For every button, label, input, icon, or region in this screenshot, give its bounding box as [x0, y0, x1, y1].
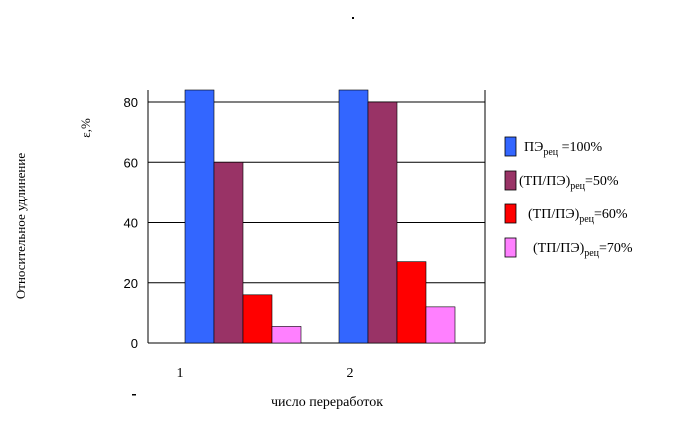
bar-2-series-2 — [367, 101, 398, 344]
y-tick-label: 40 — [124, 216, 138, 231]
bar-2-series-1 — [338, 89, 369, 344]
stray-dot-top — [352, 17, 354, 19]
bars — [184, 89, 456, 344]
y-tick-label: 0 — [131, 336, 138, 351]
y-tick-label: 60 — [124, 155, 138, 170]
bar-1-series-3 — [242, 294, 273, 344]
stray-dash-bottom — [132, 394, 136, 396]
bar-2-series-3 — [396, 261, 427, 344]
legend-swatch-1 — [504, 136, 517, 157]
legend-swatch-3 — [504, 203, 517, 224]
bar-2-series-4 — [425, 306, 456, 344]
x-axis-title: число переработок — [271, 395, 383, 410]
bar-1-series-1 — [184, 89, 215, 344]
legend-label-3: (ТП/ПЭ)рец=60% — [528, 207, 628, 225]
y-axis-unit: ε,% — [78, 118, 93, 138]
bar-1-series-2 — [213, 161, 244, 344]
bar-1-series-4 — [271, 326, 302, 344]
legend-swatch-4 — [504, 237, 517, 258]
x-tick-label: 2 — [347, 366, 354, 381]
legend-label-2: (ТП/ПЭ)рец=50% — [519, 174, 619, 192]
legend-label-1: ПЭрец =100% — [524, 140, 603, 158]
y-tick-labels: 0 20 40 60 80 — [124, 95, 138, 351]
x-tick-label: 1 — [177, 366, 184, 381]
y-tick-label: 80 — [124, 95, 138, 110]
y-axis-title: Относительное удлинение — [13, 153, 28, 299]
legend-swatch-2 — [504, 170, 517, 191]
y-tick-label: 20 — [124, 276, 138, 291]
legend-label-4: (ТП/ПЭ)рец=70% — [533, 241, 633, 259]
legend: ПЭрец =100% (ТП/ПЭ)рец=50% (ТП/ПЭ)рец=60% (… — [504, 136, 633, 259]
